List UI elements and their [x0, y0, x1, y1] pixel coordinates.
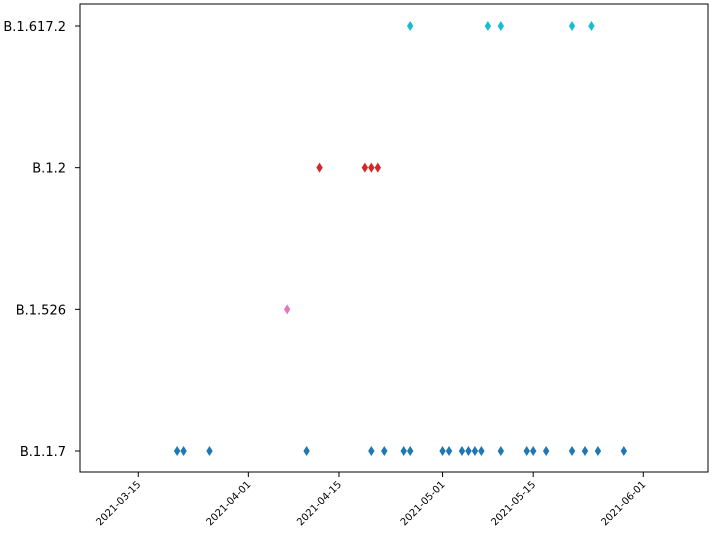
data-point [406, 21, 414, 31]
y-tick-label: B.1.526 [16, 303, 66, 318]
data-point [465, 446, 472, 456]
data-point [478, 446, 485, 456]
y-tick-label: B.1.617.2 [3, 20, 66, 35]
x-tick-label: 2021-03-15 [95, 479, 144, 528]
data-point [497, 21, 505, 31]
data-point [316, 162, 323, 173]
data-point [303, 446, 310, 456]
data-point [581, 446, 589, 456]
data-point [471, 446, 479, 456]
data-point [173, 446, 181, 456]
x-tick-label: 2021-05-01 [399, 479, 448, 528]
data-point [283, 304, 291, 315]
data-point [368, 446, 375, 456]
data-point [400, 446, 407, 456]
data-point [568, 446, 576, 456]
data-point [381, 446, 388, 456]
data-point [180, 446, 187, 456]
y-tick-label: B.1.1.7 [20, 445, 66, 460]
x-tick-label: 2021-04-01 [205, 479, 254, 528]
x-tick-label: 2021-04-15 [295, 479, 344, 528]
data-point [206, 446, 213, 456]
data-point [458, 446, 466, 456]
data-point [542, 446, 550, 456]
y-tick-label: B.1.2 [32, 162, 66, 177]
x-tick-label: 2021-06-01 [600, 479, 649, 528]
data-point [568, 21, 576, 31]
data-point [374, 162, 382, 173]
data-point [361, 162, 369, 173]
data-point [529, 446, 537, 456]
x-tick-label: 2021-05-15 [489, 479, 538, 528]
y-axis: B.1.1.7 B.1.526 B.1.2 B.1.617.2 [3, 20, 80, 460]
data-point [594, 446, 602, 456]
data-point [484, 21, 492, 31]
data-point [445, 446, 453, 456]
x-axis: 2021-03-15 2021-04-01 2021-04-15 2021-05-01… [95, 472, 649, 528]
data-point [497, 446, 505, 456]
data-point [620, 446, 628, 456]
data-point [523, 446, 530, 456]
data-points [173, 21, 628, 456]
data-point [439, 446, 446, 456]
data-point [406, 446, 414, 456]
plot-area [79, 3, 709, 473]
data-point [588, 21, 595, 31]
data-point [368, 162, 375, 173]
